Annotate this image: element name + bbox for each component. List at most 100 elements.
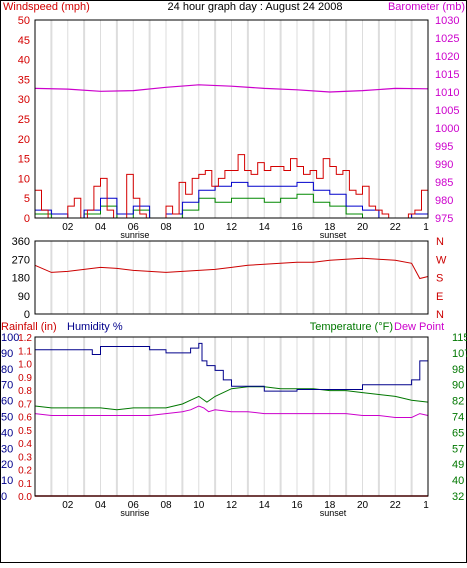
barometer-tick-label: 995: [435, 141, 453, 153]
temperature-tick-label: 49: [452, 459, 464, 471]
series-layer: [34, 84, 429, 497]
temperature-tick-label: 32: [452, 491, 464, 503]
x-tick-label: 1: [423, 500, 429, 511]
page-title: 24 hour graph day : August 24 2008: [168, 1, 343, 13]
barometer-tick-label: 1025: [435, 33, 459, 45]
x-tick-label: 02: [62, 222, 74, 233]
compass-label: N: [436, 236, 444, 248]
rainfall-tick-label: 0.0: [18, 492, 32, 503]
humidity-axis-title: Humidity %: [67, 321, 123, 333]
x-tick-label: 06: [128, 222, 140, 233]
temperature-tick-label: 74: [452, 412, 464, 424]
rainfall-tick-label: 0.6: [18, 413, 32, 424]
barometer-axis-title: Barometer (mb): [388, 1, 465, 13]
windspeed-tick-label: 45: [18, 35, 30, 47]
temperature-line: [34, 386, 429, 411]
humidity-tick-label: 80: [1, 364, 13, 376]
x-tick-label: 12: [226, 222, 238, 233]
compass-label: S: [436, 273, 443, 285]
humidity-tick-label: 100: [1, 332, 19, 344]
humidity-tick-label: 60: [1, 396, 13, 408]
rainfall-tick-label: 0.4: [18, 439, 32, 450]
direction-tick-label: 270: [12, 254, 30, 266]
compass-label: E: [436, 291, 443, 303]
rainfall-tick-label: 0.2: [18, 466, 32, 477]
temperature-tick-label: 115: [452, 332, 467, 344]
windspeed-tick-label: 15: [18, 154, 30, 166]
compass-label: N: [436, 309, 444, 321]
plot-frame-2: [34, 240, 429, 315]
x-tick-label: 08: [160, 500, 172, 511]
x-tick-label: 18: [324, 500, 336, 511]
temperature-axis-title: Temperature (°F): [310, 321, 393, 333]
windspeed-tick-label: 40: [18, 55, 30, 67]
rainfall-tick-label: 1.2: [18, 333, 32, 344]
temperature-tick-label: 40: [452, 475, 464, 487]
barometer-tick-label: 980: [435, 195, 453, 207]
humidity-tick-label: 10: [1, 475, 13, 487]
dew-point-axis-title: Dew Point: [394, 321, 444, 333]
x-tick-label: 02: [62, 500, 74, 511]
rainfall-tick-label: 0.3: [18, 452, 32, 463]
plot-frame-1: [34, 19, 429, 219]
temperature-tick-label: 82: [452, 396, 464, 408]
temperature-tick-label: 107: [452, 348, 467, 360]
compass-label: W: [436, 254, 447, 266]
barometer-tick-label: 1000: [435, 123, 459, 135]
sunrise-label: sunrise: [120, 230, 149, 240]
temperature-tick-label: 57: [452, 443, 464, 455]
x-tick-label: 20: [357, 222, 369, 233]
windspeed-tick-label: 5: [24, 193, 30, 205]
windspeed-axis-title: Windspeed (mph): [3, 1, 90, 13]
x-tick-label: 1: [423, 222, 429, 233]
windspeed-tick-label: 50: [18, 15, 30, 27]
wind-direction-line: [34, 257, 429, 280]
rainfall-tick-label: 1.1: [18, 346, 32, 357]
x-tick-label: 14: [259, 500, 271, 511]
barometer-tick-label: 1030: [435, 15, 459, 27]
humidity-tick-label: 20: [1, 459, 13, 471]
barometer-tick-label: 1005: [435, 105, 459, 117]
x-tick-label: 20: [357, 500, 369, 511]
dew-point-line: [34, 405, 429, 418]
humidity-tick-label: 90: [1, 348, 13, 360]
x-tick-label: 12: [226, 500, 238, 511]
windspeed-tick-label: 25: [18, 114, 30, 126]
x-tick-label: 10: [193, 222, 205, 233]
humidity-tick-label: 0: [1, 491, 7, 503]
x-tick-label: 04: [95, 500, 107, 511]
barometer-tick-label: 990: [435, 159, 453, 171]
x-tick-label: 22: [390, 500, 402, 511]
windspeed-tick-label: 35: [18, 74, 30, 86]
rainfall-tick-label: 0.7: [18, 399, 32, 410]
rainfall-tick-label: 0.1: [18, 479, 32, 490]
rainfall-tick-label: 1.0: [18, 360, 32, 371]
sunrise-label: sunrise: [120, 508, 149, 518]
direction-tick-label: 90: [18, 291, 30, 303]
direction-tick-label: 360: [12, 236, 30, 248]
barometer-tick-label: 1015: [435, 69, 459, 81]
humidity-line: [35, 342, 429, 392]
windspeed-tick-label: 0: [24, 213, 30, 225]
barometer-tick-label: 985: [435, 177, 453, 189]
x-tick-label: 16: [291, 222, 303, 233]
x-tick-label: 10: [193, 500, 205, 511]
rainfall-tick-label: 0.5: [18, 426, 32, 437]
windspeed-tick-label: 10: [18, 173, 30, 185]
sunset-label: sunset: [320, 508, 347, 518]
windspeed-line: [35, 154, 429, 219]
barometer-tick-label: 1020: [435, 51, 459, 63]
x-tick-label: 06: [128, 500, 140, 511]
plot-frame-3: [34, 336, 429, 497]
x-tick-label: 22: [390, 222, 402, 233]
humidity-tick-label: 40: [1, 427, 13, 439]
temperature-tick-label: 65: [452, 427, 464, 439]
direction-tick-label: 180: [12, 273, 30, 285]
x-tick-label: 16: [291, 500, 303, 511]
x-tick-label: 14: [259, 222, 271, 233]
barometer-tick-label: 1010: [435, 87, 459, 99]
rainfall-tick-label: 0.8: [18, 386, 32, 397]
